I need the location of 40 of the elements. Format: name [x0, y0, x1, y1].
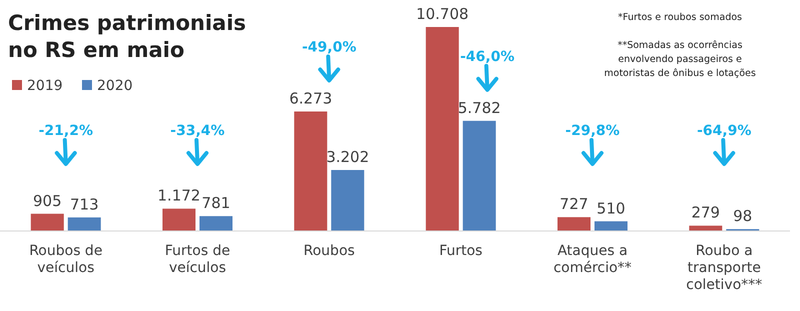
data-label: 510	[596, 199, 626, 218]
bar	[30, 214, 64, 231]
x-tick-label: Furtos	[439, 243, 482, 259]
data-label: 6.273	[289, 89, 332, 108]
annotation: -21,2%	[38, 123, 94, 139]
bar	[558, 217, 590, 231]
data-label: 5.782	[458, 98, 501, 117]
bar	[689, 226, 722, 231]
x-tick-label: Roubos de veículos	[29, 243, 102, 276]
bar	[331, 170, 364, 231]
data-label: 905	[33, 192, 62, 210]
data-label: 3.202	[326, 148, 370, 166]
data-label: 98	[733, 207, 752, 226]
data-label: 1.172	[158, 186, 200, 205]
data-label: 781	[202, 194, 230, 212]
x-tick-label: Ataques a comércio**	[553, 243, 632, 276]
legend-label: 2020	[97, 78, 133, 94]
data-label: 10.708	[416, 5, 469, 23]
text: *Furtos e roubos somados	[618, 12, 742, 23]
annotation: -33,4%	[170, 123, 225, 139]
bar	[200, 216, 232, 231]
bar	[68, 217, 101, 231]
x-tick-label: Roubos	[304, 243, 355, 259]
bar	[294, 111, 328, 231]
bar	[426, 27, 459, 231]
annotation: -46,0%	[460, 48, 515, 65]
annotation: -64,9%	[696, 123, 752, 139]
bar	[162, 208, 196, 231]
chart-title: Crimes patrimoniais no RS em maio	[8, 11, 246, 62]
data-label: 279	[691, 204, 720, 222]
bar	[462, 120, 496, 231]
annotation: **Somadas as ocorrências envolvendo passageiros e motoristas de ônibus e lotações	[604, 40, 756, 79]
data-label: 713	[70, 195, 99, 214]
x-tick-label: Furtos de veículos	[164, 243, 230, 276]
annotation: -49,0%	[302, 39, 356, 56]
x-tick-label: Roubo a transporte coletivo***	[686, 243, 762, 293]
legend-label: 2019	[27, 78, 63, 94]
bar	[594, 221, 628, 231]
data-label: 727	[560, 195, 588, 214]
annotation: -29,8%	[565, 123, 620, 139]
